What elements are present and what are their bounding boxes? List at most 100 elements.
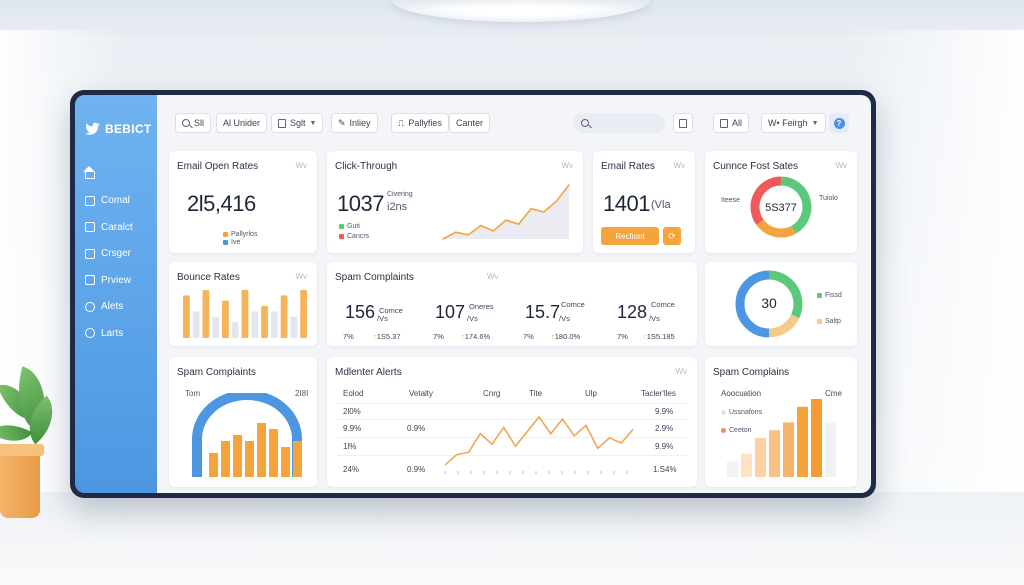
ring-icon — [85, 301, 95, 312]
bar — [202, 290, 210, 338]
donut-slice — [735, 270, 770, 338]
search-button[interactable]: Sll — [175, 113, 212, 133]
card-menu[interactable]: Wv — [835, 161, 847, 170]
email-rates-value: 1401 — [603, 191, 650, 216]
data-point — [568, 184, 570, 186]
bar — [741, 453, 752, 477]
search-bar[interactable] — [573, 113, 665, 133]
conversion-donut-chart: 5S377 — [750, 176, 812, 238]
bar — [222, 300, 229, 338]
help-icon: ? — [833, 117, 845, 129]
chart-area — [443, 185, 569, 239]
alert-cell: 2.9% — [655, 424, 674, 433]
inliey-button[interactable]: ✎ Inliey — [331, 113, 378, 133]
legend-item: Cancrs — [339, 233, 369, 240]
sidebar-item-crsger[interactable]: Crsger — [75, 241, 157, 268]
alert-cell: 9.9% — [655, 442, 674, 451]
click-through-chart — [442, 184, 570, 240]
alert-cell: 9.9% — [655, 407, 674, 416]
stat-value: 107 — [435, 302, 466, 322]
toolbar: Sll Al Unider Sglt ▼ ✎ Inliey ⎍ Pallyfie… — [165, 109, 863, 137]
sidebar-item-alets[interactable]: Alets — [75, 294, 157, 321]
card-menu[interactable]: Wv — [487, 272, 499, 281]
bar — [769, 430, 780, 477]
legend-item: Ceeton — [721, 427, 752, 434]
stat-label: Comce — [561, 300, 585, 309]
card-menu[interactable]: Wv — [295, 272, 307, 281]
bar — [251, 311, 259, 338]
click-through-unit: i2ns — [387, 201, 408, 213]
bar — [192, 311, 200, 338]
stat-delta: ↑174.6% — [461, 332, 491, 341]
data-point — [442, 238, 444, 240]
click-through-value: 1037 — [337, 191, 384, 216]
sidebar-item-comal[interactable]: Comal — [75, 188, 157, 215]
card-menu[interactable]: Wv — [673, 161, 685, 170]
bar — [293, 441, 302, 477]
ceiling-light — [392, 0, 650, 22]
ring-donut-chart: 30 — [735, 270, 803, 338]
donut-slice — [756, 219, 796, 238]
bar — [290, 316, 298, 338]
sidebar-item-label: Crsger — [101, 248, 132, 260]
canter-button-label: Canter — [456, 118, 484, 128]
sidebar: BEBICT Comal Caralct Crsger Prview — [75, 95, 157, 493]
recfiont-button[interactable]: Recfiont — [601, 227, 659, 245]
data-point — [543, 211, 545, 213]
stat-delta: ↑1S5.37 — [373, 332, 401, 341]
document-button[interactable] — [673, 113, 693, 133]
series-line — [444, 415, 634, 466]
spam-complaints-gauge-card: Spam Complaints Tom 2I8I — [169, 357, 317, 487]
refresh-button[interactable]: ⟳ — [663, 227, 681, 245]
stat-label: Comce — [379, 306, 403, 315]
stat-unit: /Vs — [377, 314, 388, 323]
card-menu[interactable]: Wv — [561, 161, 573, 170]
bar — [212, 316, 220, 338]
bar — [811, 399, 822, 477]
alert-cell: 1.S4% — [653, 465, 677, 474]
spam-gauge-chart — [192, 393, 302, 477]
under-button[interactable]: Al Unider — [216, 113, 268, 133]
data-point — [555, 200, 558, 202]
spam-complains-chart — [727, 399, 836, 477]
grid-icon — [85, 195, 95, 206]
sidebar-item-home[interactable] — [75, 161, 157, 188]
card-title: Cunnce Fost Sates — [713, 161, 799, 172]
card-title: Email Open Rates — [177, 161, 259, 172]
card-title: Spam Complaints — [335, 272, 414, 283]
card-title: Click-Through — [335, 161, 398, 172]
card-menu[interactable]: Wv — [295, 161, 307, 170]
bar — [245, 441, 254, 477]
legend-item: Saltp — [817, 318, 841, 325]
sidebar-item-caralct[interactable]: Caralct — [75, 214, 157, 241]
bar — [280, 295, 288, 338]
email-rates-unit: (Vla — [651, 199, 671, 211]
spam-complains-card: Spam Complains Aoocuation Cme Ussnafons … — [705, 357, 857, 487]
search-input[interactable] — [593, 118, 653, 128]
card-title: Spam Complains — [713, 367, 790, 378]
email-open-rates-card: Email Open Rates Wv 2l5,416 Pallyrlos Iv… — [169, 151, 317, 253]
all-button[interactable]: All — [713, 113, 750, 133]
bar — [270, 311, 278, 338]
conversion-card: Cunnce Fost Sates Wv Iteese Tuiolo 5S377 — [705, 151, 857, 253]
alerts-card: Mdlenter Alerts Wv Eolod Vetalty Cnrg Ti… — [327, 357, 697, 487]
refresh-icon: ⟳ — [668, 230, 676, 241]
canter-button[interactable]: Canter — [449, 113, 491, 133]
bar — [231, 322, 239, 338]
split-dropdown[interactable]: Sglt ▼ — [271, 113, 324, 133]
bar — [797, 406, 808, 477]
language-dropdown[interactable]: W• Feirgh ▼ — [761, 113, 826, 133]
edit-icon: ✎ — [338, 117, 346, 128]
card-title: Bounce Rates — [177, 272, 240, 283]
help-button[interactable]: ? — [829, 113, 849, 133]
pallyfies-button-label: Pallyfies — [408, 118, 442, 128]
stat-value: 15.7 — [525, 302, 561, 322]
column-header: Cnrg — [483, 389, 501, 398]
sidebar-item-larts[interactable]: Larts — [75, 320, 157, 347]
sidebar-item-prview[interactable]: Prview — [75, 267, 157, 294]
bar — [300, 290, 307, 338]
pallyfies-button[interactable]: ⎍ Pallyfies — [391, 113, 449, 133]
column-header: Ulp — [585, 389, 598, 398]
alert-cell: 24% — [343, 465, 360, 474]
card-menu[interactable]: Wv — [675, 367, 687, 376]
